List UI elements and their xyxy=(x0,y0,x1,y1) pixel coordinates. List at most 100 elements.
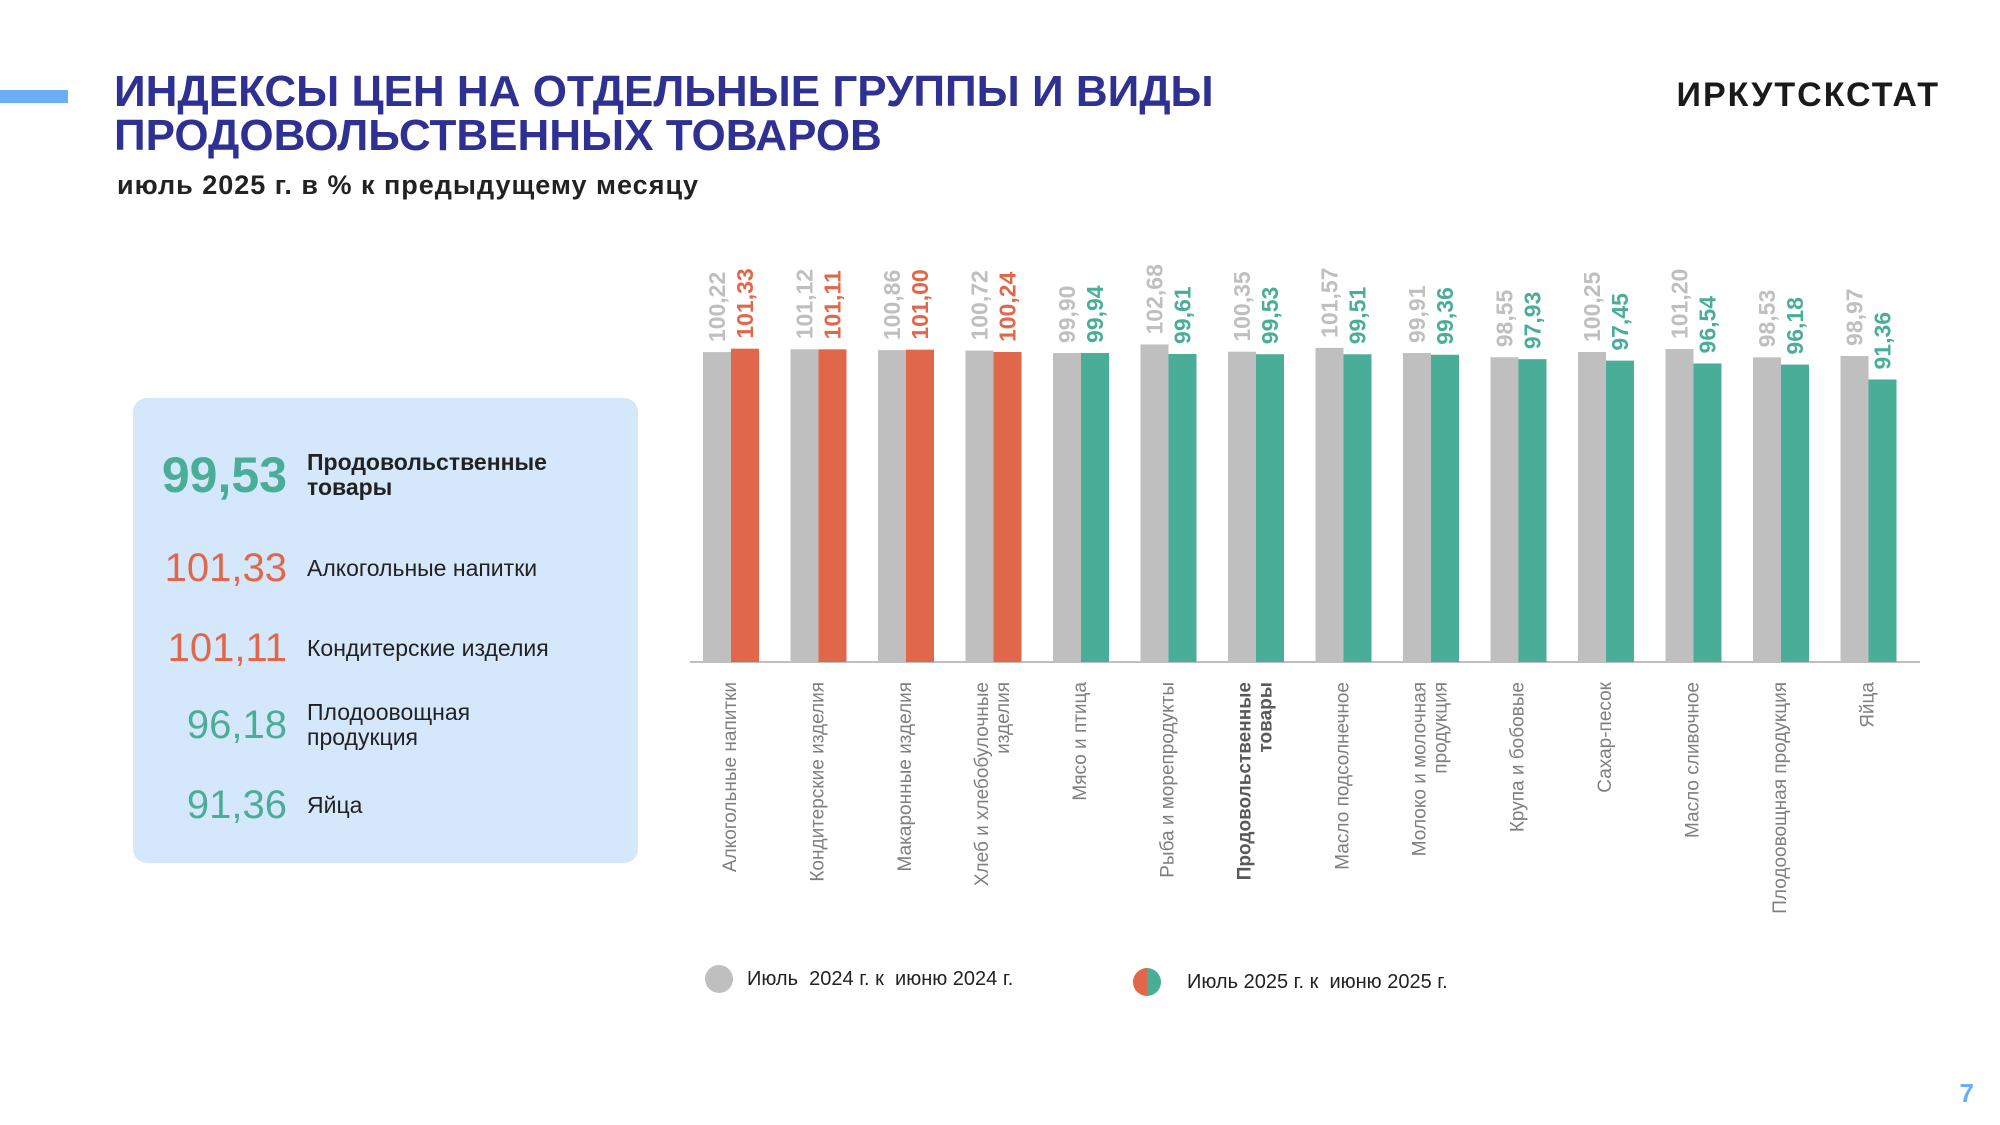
category-label: Алкогольные напитки xyxy=(720,682,741,872)
data-label-2025: 99,53 xyxy=(1257,287,1283,345)
summary-item-vegetables: 96,18 Плодоовощная продукция xyxy=(153,700,497,750)
data-label-2025: 100,24 xyxy=(995,271,1021,342)
bar-2025 xyxy=(993,352,1022,662)
bar-2024 xyxy=(703,352,731,662)
bar-2025 xyxy=(1081,352,1109,662)
summary-panel: 99,53 Продовольственные товары 101,33 Ал… xyxy=(133,398,638,863)
data-label-2025: 97,45 xyxy=(1607,293,1633,351)
bar-2025 xyxy=(1343,354,1372,662)
data-label-2025: 99,94 xyxy=(1082,285,1108,343)
bar-2025 xyxy=(731,348,759,662)
data-label-2024: 100,86 xyxy=(879,270,905,340)
data-label-2025: 91,36 xyxy=(1870,312,1896,370)
data-label-2024: 100,35 xyxy=(1229,271,1255,342)
data-label-2025: 101,11 xyxy=(820,270,846,339)
bar-2025 xyxy=(1256,354,1284,662)
bar-2025 xyxy=(1168,353,1197,662)
bar-2025 xyxy=(906,349,934,662)
data-label-2025: 99,36 xyxy=(1432,287,1458,345)
data-label-2024: 98,55 xyxy=(1492,289,1518,347)
data-label-2024: 99,91 xyxy=(1404,285,1430,343)
bar-2024 xyxy=(878,350,906,662)
page-subtitle: июль 2025 г. в % к предыдущему месяцу xyxy=(117,170,700,200)
data-label-2025: 101,33 xyxy=(732,268,758,338)
data-label-2025: 99,51 xyxy=(1345,287,1371,345)
data-label-2025: 96,54 xyxy=(1695,296,1721,354)
category-label: Молоко и молочная xyxy=(1410,682,1431,856)
bar-2024 xyxy=(1665,349,1694,662)
bar-2024 xyxy=(1140,344,1169,662)
category-label: Масло подсолнечное xyxy=(1333,682,1354,870)
category-label: Крупа и бобовые xyxy=(1508,682,1529,832)
bar-2024 xyxy=(1403,353,1431,662)
data-label-2024: 100,72 xyxy=(967,270,993,340)
legend-item-2025: Июль 2025 г. к июню 2025 г. xyxy=(1133,968,1448,996)
summary-value: 99,53 xyxy=(161,447,287,503)
summary-label: Плодоовощная продукция xyxy=(307,699,471,750)
category-label: Яйца xyxy=(1858,682,1879,728)
bar-2025 xyxy=(1431,354,1459,662)
bar-2025 xyxy=(818,349,847,662)
legend-label: Июль 2024 г. к июню 2024 г. xyxy=(747,967,1014,990)
data-label-2024: 98,97 xyxy=(1842,288,1868,346)
accent-bar xyxy=(0,90,68,103)
bar-2024 xyxy=(1228,351,1256,662)
bar-2025 xyxy=(1518,359,1547,662)
summary-value: 91,36 xyxy=(186,783,287,827)
bar-2025 xyxy=(1868,379,1897,662)
brand-logo-text: ИРКУТСКСТАТ xyxy=(1676,76,1940,114)
category-label: Рыба и морепродукты xyxy=(1158,682,1179,878)
category-label: Макаронные изделия xyxy=(895,682,916,871)
data-label-2024: 98,53 xyxy=(1754,290,1780,348)
data-label-2024: 102,68 xyxy=(1142,264,1168,335)
data-label-2025: 96,18 xyxy=(1782,297,1808,355)
summary-item-food: 99,53 Продовольственные товары xyxy=(153,446,577,504)
bar-2024 xyxy=(1315,347,1344,662)
bar-2024 xyxy=(1578,351,1606,662)
category-label: Мясо и птица xyxy=(1070,682,1091,801)
legend-swatch-gray xyxy=(705,965,733,993)
summary-value: 96,18 xyxy=(186,702,287,747)
summary-item-alcohol: 101,33 Алкогольные напитки xyxy=(153,546,537,591)
category-label: товары xyxy=(1256,682,1277,753)
bar-2024 xyxy=(1840,355,1869,662)
summary-label: Алкогольные напитки xyxy=(307,555,538,581)
category-label: Масло сливочное xyxy=(1683,682,1704,838)
summary-label: Яйца xyxy=(307,792,363,818)
bar-2024 xyxy=(1053,353,1081,662)
legend-item-2024: Июль 2024 г. к июню 2024 г. xyxy=(705,965,1013,993)
bar-2025 xyxy=(1781,364,1809,662)
data-label-2024: 101,20 xyxy=(1667,269,1693,339)
category-label: изделия xyxy=(993,682,1014,754)
category-label: Хлеб и хлебобулочные xyxy=(972,682,993,886)
bar-2024 xyxy=(1753,357,1781,662)
summary-label: Кондитерские изделия xyxy=(307,635,549,661)
summary-item-eggs: 91,36 Яйца xyxy=(153,783,363,828)
summary-value: 101,33 xyxy=(164,546,287,590)
data-label-2025: 97,93 xyxy=(1520,292,1546,350)
category-label: Сахар-песок xyxy=(1595,681,1616,792)
bar-2024 xyxy=(965,350,994,662)
bar-2024 xyxy=(1490,357,1519,662)
category-label: продукция xyxy=(1431,682,1452,774)
summary-item-confectionery: 101,11 Кондитерские изделия xyxy=(153,626,549,671)
data-label-2024: 100,22 xyxy=(704,272,730,342)
summary-label: Продовольственные товары xyxy=(307,449,547,500)
page-number: 7 xyxy=(1959,1078,1974,1108)
data-label-2024: 99,90 xyxy=(1054,286,1080,344)
bar-2025 xyxy=(1606,360,1634,662)
legend-label: Июль 2025 г. к июню 2025 г. xyxy=(1187,970,1448,993)
category-label: Продовольственные xyxy=(1235,682,1256,880)
data-label-2024: 101,57 xyxy=(1317,268,1343,338)
page-title: ИНДЕКСЫ ЦЕН НА ОТДЕЛЬНЫЕ ГРУППЫ И ВИДЫ П… xyxy=(114,67,1214,160)
data-label-2025: 99,61 xyxy=(1170,286,1196,344)
legend-swatch-split xyxy=(1133,968,1161,996)
bar-2024 xyxy=(790,349,819,662)
category-label: Кондитерские изделия xyxy=(808,682,829,882)
data-label-2024: 100,25 xyxy=(1579,271,1605,342)
summary-value: 101,11 xyxy=(167,626,287,670)
category-label: Плодоовощная продукция xyxy=(1770,682,1791,914)
data-label-2024: 101,12 xyxy=(792,269,818,339)
bar-2025 xyxy=(1693,363,1722,662)
